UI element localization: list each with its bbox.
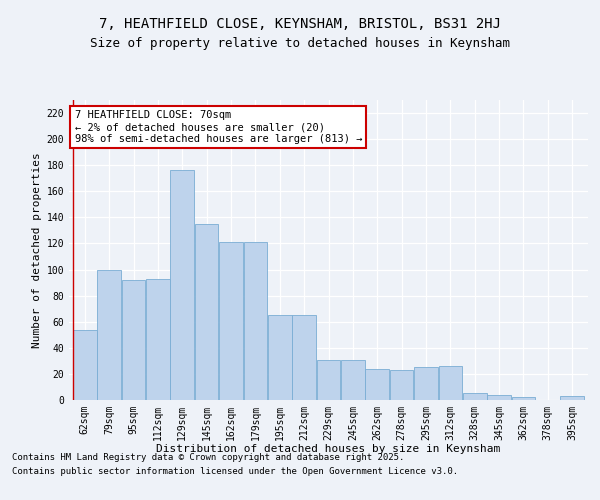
X-axis label: Distribution of detached houses by size in Keynsham: Distribution of detached houses by size … (157, 444, 500, 454)
Bar (512, 398, 535, 400)
Bar (365, 368, 389, 400)
Bar (97, 270, 121, 400)
Bar (560, 396, 584, 400)
Bar (244, 242, 267, 400)
Bar (122, 280, 145, 400)
Bar (292, 315, 316, 400)
Bar (317, 360, 340, 400)
Bar (414, 368, 438, 400)
Text: 7, HEATHFIELD CLOSE, KEYNSHAM, BRISTOL, BS31 2HJ: 7, HEATHFIELD CLOSE, KEYNSHAM, BRISTOL, … (99, 18, 501, 32)
Bar (487, 395, 511, 400)
Bar (219, 242, 243, 400)
Text: 7 HEATHFIELD CLOSE: 70sqm
← 2% of detached houses are smaller (20)
98% of semi-d: 7 HEATHFIELD CLOSE: 70sqm ← 2% of detach… (74, 110, 362, 144)
Bar (73, 330, 97, 400)
Bar (341, 360, 365, 400)
Bar (268, 315, 292, 400)
Text: Size of property relative to detached houses in Keynsham: Size of property relative to detached ho… (90, 38, 510, 51)
Y-axis label: Number of detached properties: Number of detached properties (32, 152, 43, 348)
Text: Contains public sector information licensed under the Open Government Licence v3: Contains public sector information licen… (12, 467, 458, 476)
Bar (463, 394, 487, 400)
Bar (439, 366, 462, 400)
Bar (390, 370, 413, 400)
Bar (170, 170, 194, 400)
Text: Contains HM Land Registry data © Crown copyright and database right 2025.: Contains HM Land Registry data © Crown c… (12, 454, 404, 462)
Bar (195, 224, 218, 400)
Bar (146, 278, 170, 400)
